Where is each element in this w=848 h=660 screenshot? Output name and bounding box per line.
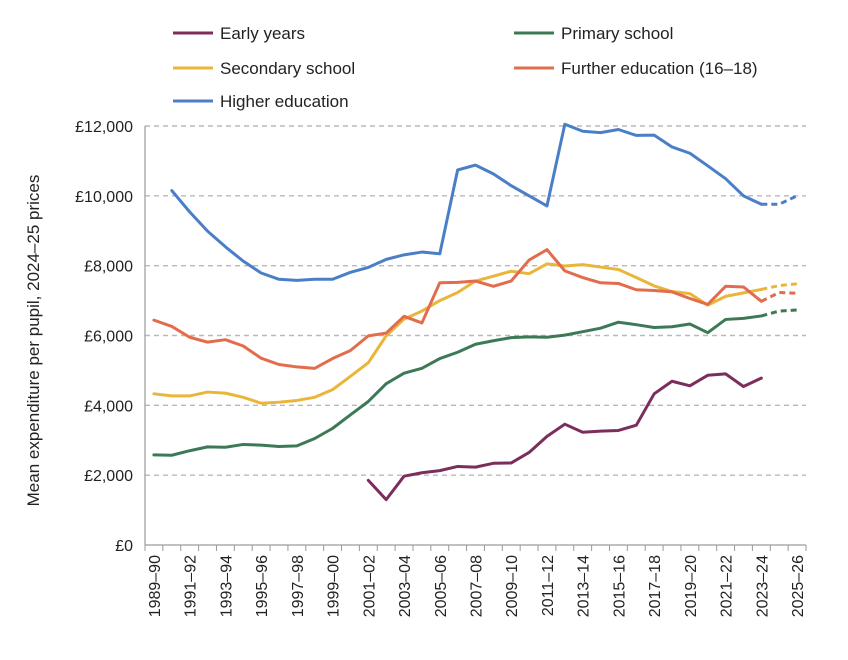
x-tick-label: 2003–04 (397, 555, 414, 617)
series-line-further-education-16-18 (152, 248, 763, 370)
y-tick-label: £10,000 (75, 189, 133, 206)
x-tick-label: 1997–98 (290, 555, 307, 617)
series-lines (152, 122, 798, 502)
x-tick-label: 2017–18 (647, 555, 664, 617)
y-axis-title: Mean expenditure per pupil, 2024–25 pric… (24, 175, 43, 507)
x-tick-label: 1995–96 (254, 555, 271, 617)
series-line-primary-school (152, 314, 763, 457)
x-tick-label: 2011–12 (540, 555, 557, 616)
series-projection-primary-school (760, 308, 798, 318)
legend-label-further-education-16-18: Further education (16–18) (561, 59, 758, 78)
series-line-secondary-school (152, 262, 763, 405)
x-tick-label: 2005–06 (433, 555, 450, 617)
x-tick-label: 1999–00 (326, 555, 343, 617)
x-tick-label: 2021–22 (719, 555, 736, 617)
y-tick-label: £0 (115, 538, 133, 555)
x-tick-label: 2007–08 (469, 555, 486, 617)
x-tick-label: 2023–24 (754, 555, 771, 617)
legend: Early years Primary school Secondary schoo… (173, 24, 758, 111)
series-line-higher-education (170, 122, 763, 282)
series-projection-secondary-school (761, 282, 798, 291)
legend-label-early-years: Early years (220, 24, 305, 43)
y-tick-label: £4,000 (84, 398, 133, 415)
x-tick-label: 1989–90 (147, 555, 164, 617)
x-tick-label: 2009–10 (504, 555, 521, 617)
x-tick-label: 2019–20 (683, 555, 700, 617)
series-line-early-years (366, 372, 763, 502)
y-tick-label: £12,000 (75, 119, 133, 136)
x-tick-label: 1991–92 (183, 555, 200, 617)
x-tick-label: 1993–94 (218, 555, 235, 617)
x-tick-label: 2013–14 (576, 555, 593, 617)
legend-label-primary-school: Primary school (561, 24, 673, 43)
legend-label-secondary-school: Secondary school (220, 59, 355, 78)
x-tick-label: 2001–02 (361, 555, 378, 617)
x-tick-label: 2015–16 (611, 555, 628, 617)
series-projection-further-education-16-18 (760, 291, 798, 303)
series-projection-higher-education (761, 194, 798, 206)
y-tick-label: £2,000 (84, 468, 133, 485)
gridlines (145, 125, 806, 476)
y-tick-label: £6,000 (84, 329, 133, 346)
x-tick-label: 2025–26 (790, 555, 807, 617)
axes: £0 £2,000 £4,000 £6,000 £8,000 £10,000 £12,000… (75, 119, 807, 617)
legend-label-higher-education: Higher education (220, 92, 349, 111)
y-tick-label: £8,000 (84, 259, 133, 276)
